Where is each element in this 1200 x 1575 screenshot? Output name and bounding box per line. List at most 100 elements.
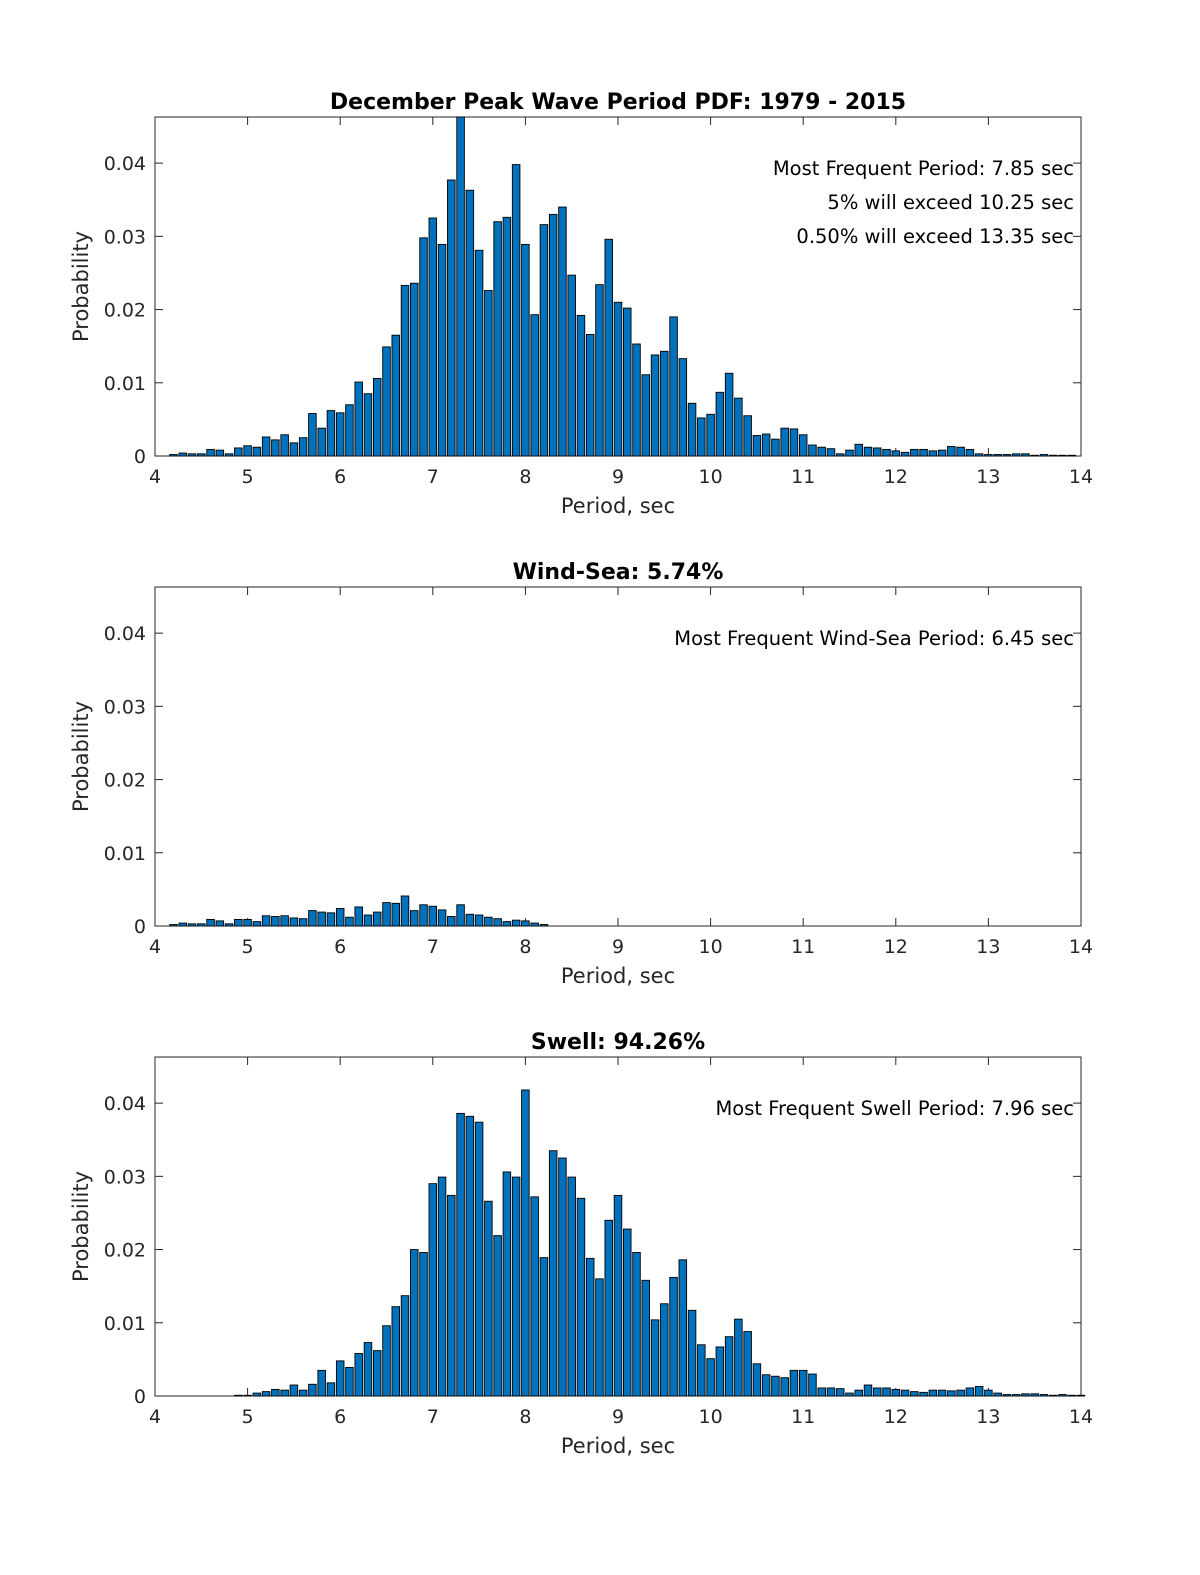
bar bbox=[687, 402, 697, 457]
x-axis-label: Period, sec bbox=[561, 494, 675, 518]
bar bbox=[928, 450, 938, 457]
bar bbox=[280, 1389, 289, 1397]
bar bbox=[678, 1259, 688, 1397]
bar bbox=[224, 453, 234, 457]
bar bbox=[835, 453, 845, 457]
bar bbox=[1002, 1394, 1012, 1397]
chart-title: Wind-Sea: 5.74% bbox=[513, 560, 724, 585]
x-tick-label: 14 bbox=[1069, 936, 1093, 958]
bar bbox=[910, 448, 919, 457]
bar bbox=[715, 1346, 725, 1397]
bar bbox=[845, 449, 854, 457]
bar bbox=[576, 314, 586, 457]
y-axis-label: Probability bbox=[69, 231, 93, 342]
annotation-most-frequent-period: Most Frequent Period: 7.85 sec bbox=[773, 157, 1074, 180]
bar bbox=[697, 417, 706, 457]
annotation-most-frequent-swell-period: Most Frequent Swell Period: 7.96 sec bbox=[715, 1097, 1074, 1120]
bar bbox=[613, 1194, 623, 1397]
bar bbox=[363, 393, 373, 457]
bar bbox=[474, 249, 484, 457]
y-tick-label: 0.01 bbox=[104, 1313, 146, 1335]
chart-panel-wind-sea: 4 5 6 7 8 9 10 11 12 13 14 0 0.01 0.02 0.03 0.04 Wind-S… bbox=[69, 560, 1093, 988]
bar bbox=[410, 910, 419, 927]
bar bbox=[669, 1276, 678, 1397]
bar bbox=[502, 921, 512, 927]
bar bbox=[354, 1353, 363, 1397]
bar bbox=[298, 437, 308, 457]
bar bbox=[391, 334, 400, 457]
bar bbox=[252, 1392, 262, 1397]
bar bbox=[1011, 1394, 1021, 1397]
bar bbox=[771, 438, 780, 457]
x-tick-label: 6 bbox=[334, 1406, 346, 1428]
bar bbox=[623, 1228, 632, 1397]
bar bbox=[947, 446, 956, 457]
bar bbox=[521, 920, 530, 927]
bar bbox=[697, 1344, 706, 1397]
bar bbox=[669, 316, 678, 457]
bar bbox=[493, 1235, 502, 1397]
bar bbox=[372, 911, 382, 927]
bar bbox=[511, 164, 521, 457]
annotation-5pct-exceed: 5% will exceed 10.25 sec bbox=[827, 191, 1074, 214]
bar bbox=[400, 284, 410, 457]
bar bbox=[623, 307, 632, 457]
bar bbox=[604, 238, 613, 457]
bar bbox=[243, 918, 252, 927]
bar bbox=[1039, 1394, 1049, 1397]
bar bbox=[197, 453, 206, 457]
bar bbox=[187, 453, 197, 457]
bar bbox=[410, 1249, 419, 1397]
bar bbox=[650, 354, 660, 457]
bar bbox=[382, 902, 391, 927]
bar bbox=[798, 434, 808, 457]
bar bbox=[530, 314, 539, 457]
bar bbox=[234, 447, 243, 457]
bar bbox=[743, 415, 752, 457]
bar bbox=[465, 1115, 475, 1397]
bar bbox=[650, 1319, 660, 1397]
bar bbox=[1058, 454, 1067, 457]
bar bbox=[437, 1176, 447, 1397]
bar bbox=[484, 290, 493, 457]
bar bbox=[382, 346, 391, 457]
x-tick-label: 12 bbox=[884, 1406, 908, 1428]
bar bbox=[428, 905, 438, 927]
bar bbox=[1067, 454, 1076, 457]
bar bbox=[752, 435, 762, 457]
y-tick-label: 0.03 bbox=[104, 1166, 146, 1188]
bar bbox=[308, 1383, 317, 1397]
bar bbox=[317, 1369, 326, 1397]
bar bbox=[326, 410, 336, 457]
bar bbox=[326, 912, 336, 927]
bar bbox=[456, 116, 465, 457]
bar bbox=[604, 1219, 613, 1397]
bar bbox=[1048, 1394, 1058, 1397]
x-tick-label: 4 bbox=[149, 936, 161, 958]
bar bbox=[521, 243, 530, 457]
bar bbox=[271, 439, 280, 457]
bar bbox=[891, 1388, 901, 1397]
x-tick-label: 10 bbox=[699, 1406, 723, 1428]
x-tick-label: 6 bbox=[334, 466, 346, 488]
annotation-0p5pct-exceed: 0.50% will exceed 13.35 sec bbox=[796, 225, 1074, 248]
bar bbox=[539, 224, 549, 457]
x-tick-label: 14 bbox=[1069, 1406, 1093, 1428]
bar bbox=[502, 216, 512, 457]
x-tick-label: 11 bbox=[791, 1406, 815, 1428]
bar bbox=[863, 1384, 873, 1397]
bar bbox=[363, 914, 373, 927]
bar bbox=[984, 1389, 993, 1397]
bar bbox=[298, 1389, 308, 1397]
bar bbox=[1039, 454, 1049, 457]
bar bbox=[558, 206, 567, 457]
bar bbox=[372, 377, 382, 457]
bar bbox=[1011, 453, 1021, 457]
bar bbox=[391, 902, 400, 927]
x-tick-label: 13 bbox=[976, 466, 1000, 488]
x-tick-label: 4 bbox=[149, 1406, 161, 1428]
bar bbox=[252, 921, 262, 927]
bar bbox=[187, 923, 197, 927]
bar bbox=[215, 449, 225, 457]
bar bbox=[974, 453, 984, 457]
